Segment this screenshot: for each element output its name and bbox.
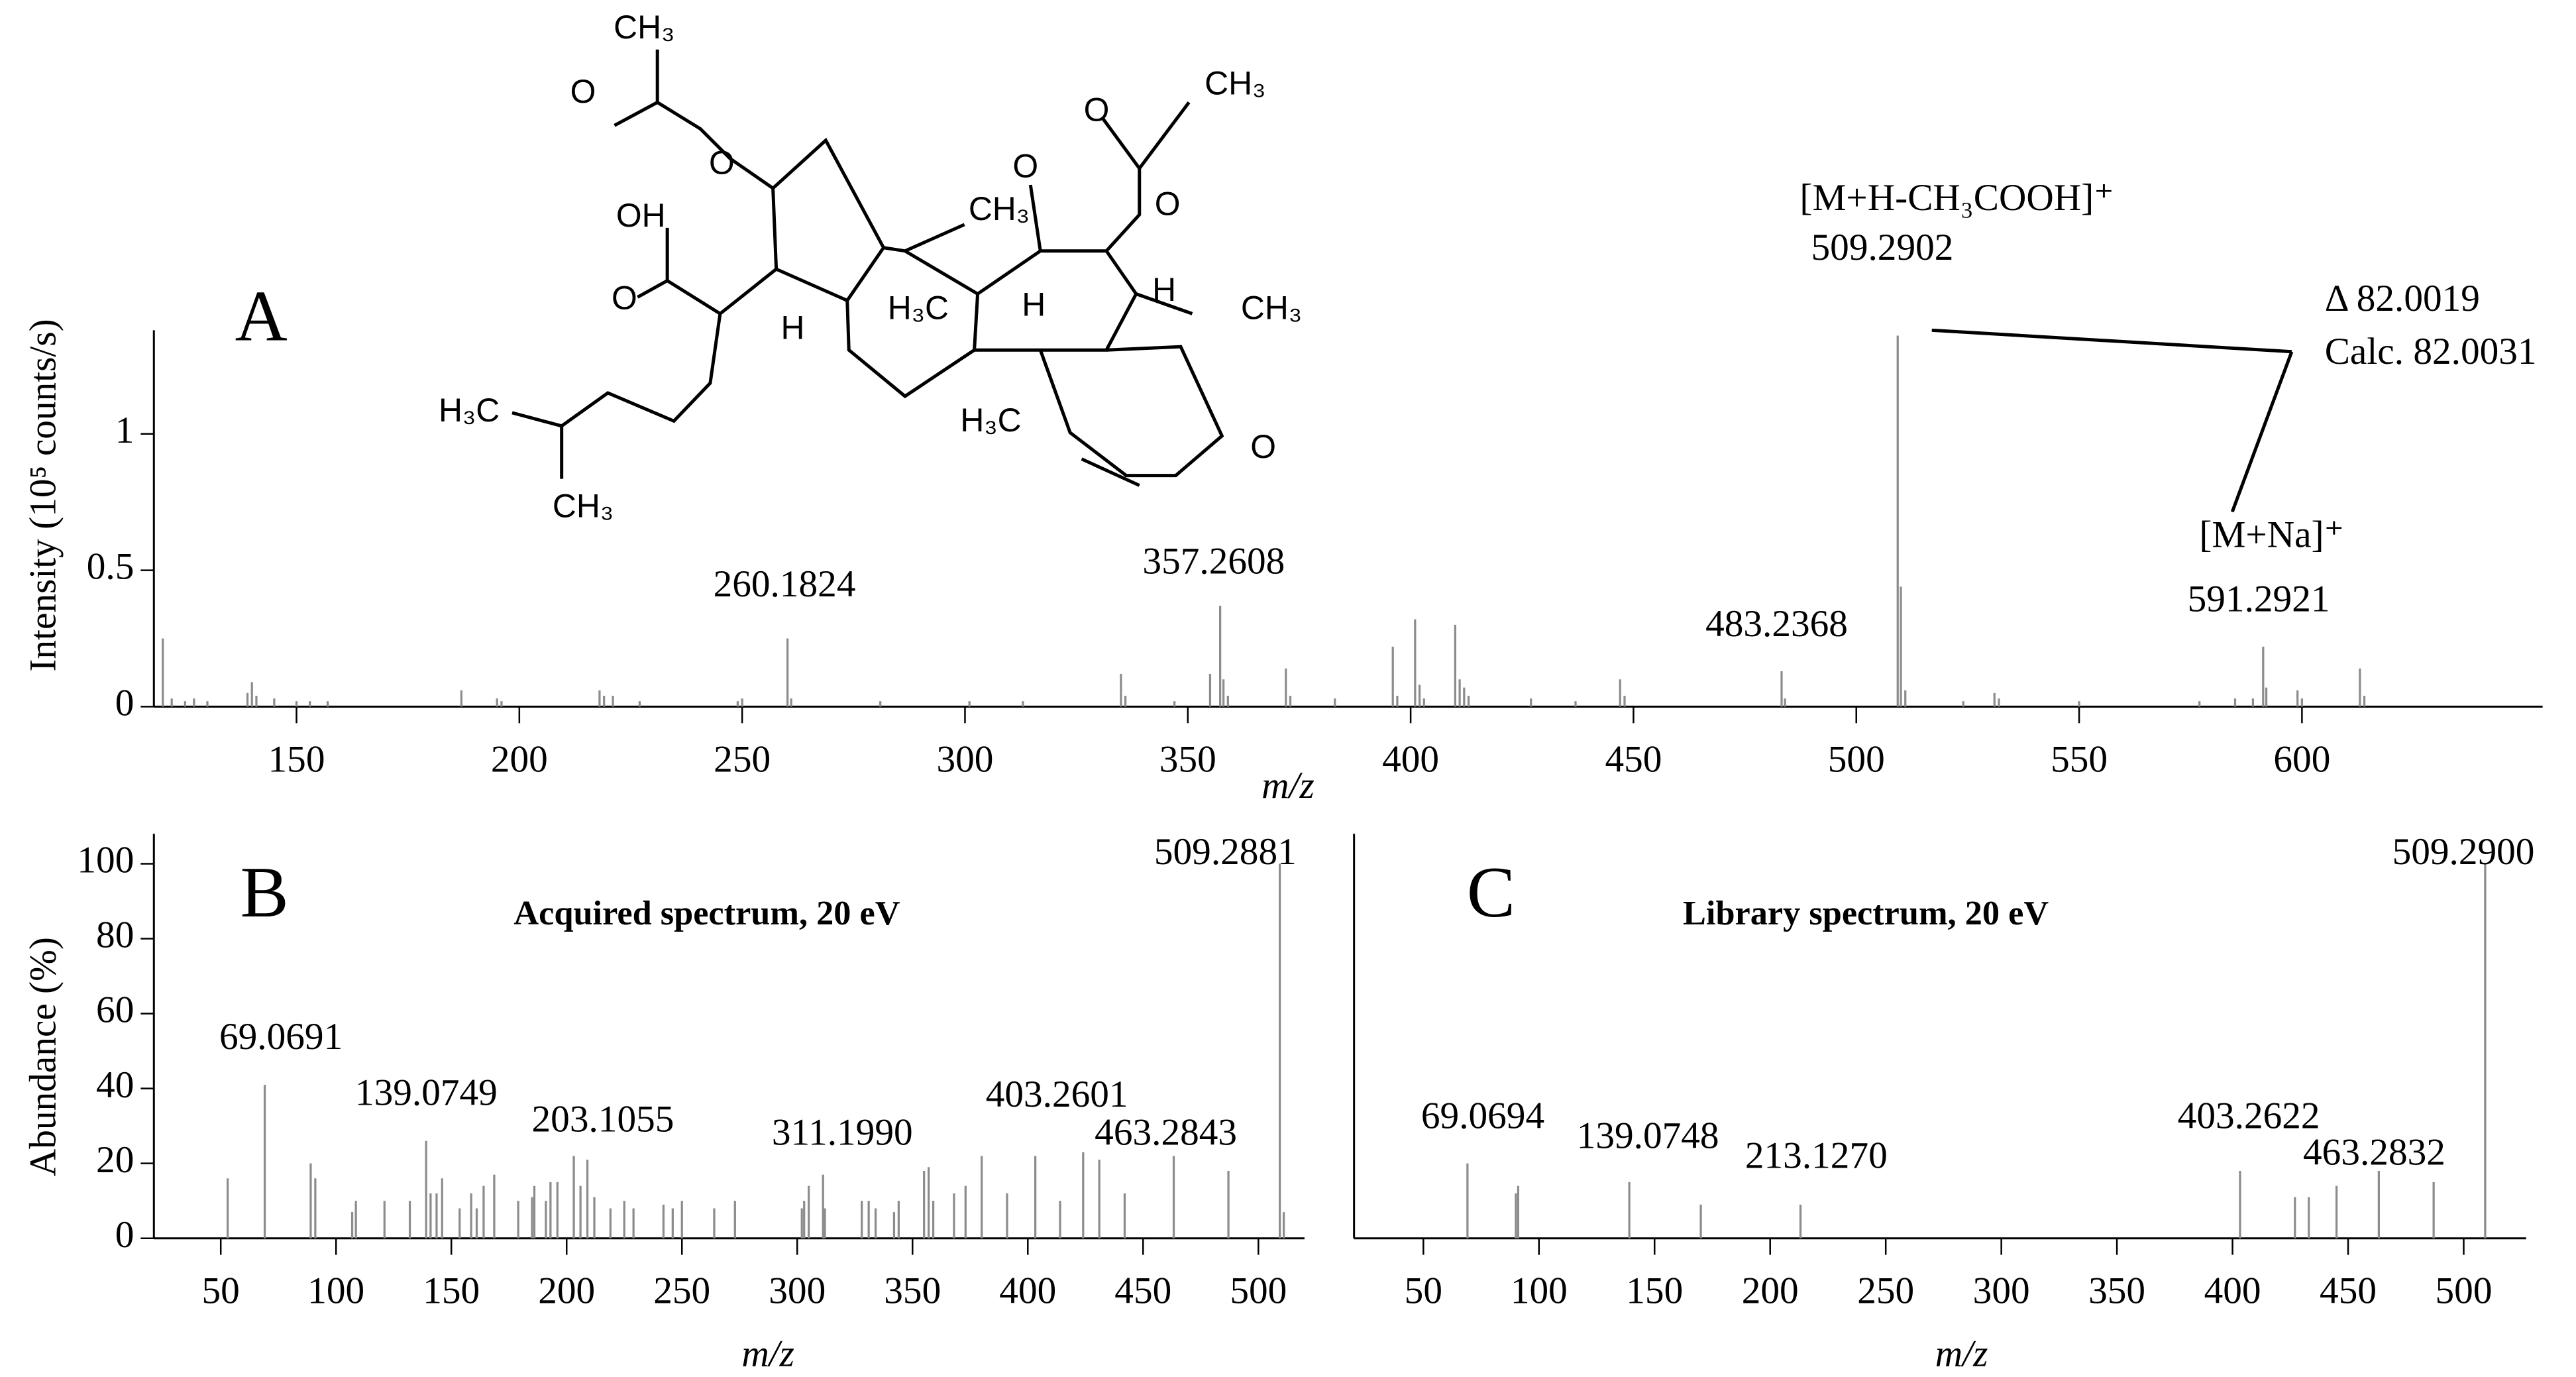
peak-label: 403.2601 xyxy=(986,1074,1128,1115)
x-tick-label: 200 xyxy=(538,1270,595,1312)
panel-label: C xyxy=(1467,852,1515,932)
structure-atom: O xyxy=(1250,428,1276,465)
annotation: [M+H-CH₃COOH]⁺ xyxy=(1799,177,2114,219)
structure-atom: O xyxy=(570,73,596,110)
peak-label: 591.2921 xyxy=(2188,578,2330,620)
annotation: [M+Na]⁺ xyxy=(2199,514,2343,555)
annotation-leaders xyxy=(1931,328,2294,513)
x-tick-label: 200 xyxy=(1742,1270,1799,1312)
x-tick-label: 250 xyxy=(1857,1270,1914,1312)
peak-label: 203.1055 xyxy=(532,1098,674,1140)
x-tick-label: 450 xyxy=(1114,1270,1171,1312)
peak-label: 213.1270 xyxy=(1745,1134,1888,1176)
x-tick-label: 50 xyxy=(1405,1270,1442,1312)
peak-label: 463.2832 xyxy=(2303,1131,2445,1173)
x-tick-label: 450 xyxy=(1605,738,1662,780)
structure-atom: O xyxy=(1155,186,1181,223)
peak-label: 357.2608 xyxy=(1142,540,1285,582)
x-tick-label: 600 xyxy=(2273,738,2330,780)
peak-label: 139.0749 xyxy=(355,1072,498,1114)
x-axis-label: m/z xyxy=(1261,765,1315,806)
y-tick-label: 60 xyxy=(96,989,134,1031)
leader-line xyxy=(1931,328,2292,354)
x-tick-label: 250 xyxy=(653,1270,710,1312)
x-tick-label: 500 xyxy=(2436,1270,2493,1312)
x-tick-label: 350 xyxy=(1159,738,1216,780)
structure-atom: CH₃ xyxy=(1241,290,1302,327)
y-tick-label: 1 xyxy=(115,410,134,451)
x-tick-label: 400 xyxy=(1382,738,1439,780)
structure-atom: H₃C xyxy=(960,402,1021,439)
y-tick-label: 20 xyxy=(96,1139,134,1181)
peak-label: 260.1824 xyxy=(714,563,856,605)
annotation: Calc. 82.0031 xyxy=(2325,331,2537,372)
leader-line xyxy=(2230,351,2294,513)
x-axis-label: m/z xyxy=(1935,1333,1988,1374)
x-tick-label: 350 xyxy=(884,1270,941,1312)
panel-subtitle: Library spectrum, 20 eV xyxy=(1683,894,2049,932)
x-tick-label: 300 xyxy=(936,738,993,780)
structure-atom: O xyxy=(1084,91,1110,129)
structure-atom: H xyxy=(1022,286,1046,323)
y-tick-label: 80 xyxy=(96,914,134,956)
x-tick-label: 100 xyxy=(307,1270,364,1312)
y-tick-label: 40 xyxy=(96,1064,134,1106)
x-tick-label: 350 xyxy=(2088,1270,2145,1312)
peak-label: 69.0691 xyxy=(219,1016,343,1058)
y-tick-label: 100 xyxy=(77,840,134,881)
x-tick-label: 150 xyxy=(423,1270,480,1312)
panel-subtitle: Acquired spectrum, 20 eV xyxy=(513,894,900,932)
peak-label: 483.2368 xyxy=(1705,603,1848,645)
peak-label: 509.2900 xyxy=(2392,831,2535,873)
x-tick-label: 150 xyxy=(268,738,325,780)
peak-label: 139.0748 xyxy=(1577,1115,1719,1156)
x-tick-label: 300 xyxy=(1973,1270,2030,1312)
y-axis-label: Abundance (%) xyxy=(22,937,64,1176)
y-tick-label: 0 xyxy=(115,683,134,724)
x-axis-label: m/z xyxy=(741,1333,794,1374)
peak-label: 509.2881 xyxy=(1154,831,1297,873)
peak-label: 403.2622 xyxy=(2178,1095,2320,1136)
peak-label: 311.1990 xyxy=(772,1111,913,1153)
x-tick-label: 300 xyxy=(769,1270,826,1312)
x-tick-label: 200 xyxy=(491,738,548,780)
x-tick-label: 400 xyxy=(2204,1270,2261,1312)
peak-label: 509.2902 xyxy=(1811,227,1954,268)
peak-label: 69.0694 xyxy=(1421,1095,1544,1136)
y-tick-label: 0 xyxy=(115,1214,134,1256)
structure-atom: O xyxy=(612,280,637,317)
x-tick-label: 250 xyxy=(714,738,771,780)
structure-atom: O xyxy=(709,144,735,181)
structure-atom: CH₃ xyxy=(969,190,1030,227)
structure-atom: H₃C xyxy=(888,290,949,327)
x-tick-label: 450 xyxy=(2320,1270,2377,1312)
structure-atom: H xyxy=(781,309,805,346)
panel-label: A xyxy=(235,276,288,357)
panel-label: B xyxy=(241,852,289,932)
x-tick-label: 500 xyxy=(1230,1270,1287,1312)
structure-atom: CH₃ xyxy=(553,488,614,525)
structure-atom: H₃C xyxy=(439,392,500,429)
x-tick-label: 550 xyxy=(2051,738,2108,780)
structure-atom: CH₃ xyxy=(614,9,674,46)
x-tick-label: 400 xyxy=(999,1270,1056,1312)
structure-bonds xyxy=(511,49,1224,487)
x-tick-label: 500 xyxy=(1828,738,1885,780)
structure-atom: OH xyxy=(616,197,666,234)
x-tick-label: 100 xyxy=(1511,1270,1568,1312)
x-tick-label: 150 xyxy=(1626,1270,1683,1312)
y-axis-label: Intensity (10⁵ counts/s) xyxy=(22,319,64,671)
y-tick-label: 0.5 xyxy=(87,546,134,588)
peak-label: 463.2843 xyxy=(1095,1111,1237,1153)
structure-atom: H xyxy=(1152,271,1176,308)
structure-atom: CH₃ xyxy=(1205,65,1265,102)
structure-atom: O xyxy=(1012,147,1038,184)
annotation: Δ 82.0019 xyxy=(2325,278,2480,319)
x-tick-label: 50 xyxy=(202,1270,240,1312)
